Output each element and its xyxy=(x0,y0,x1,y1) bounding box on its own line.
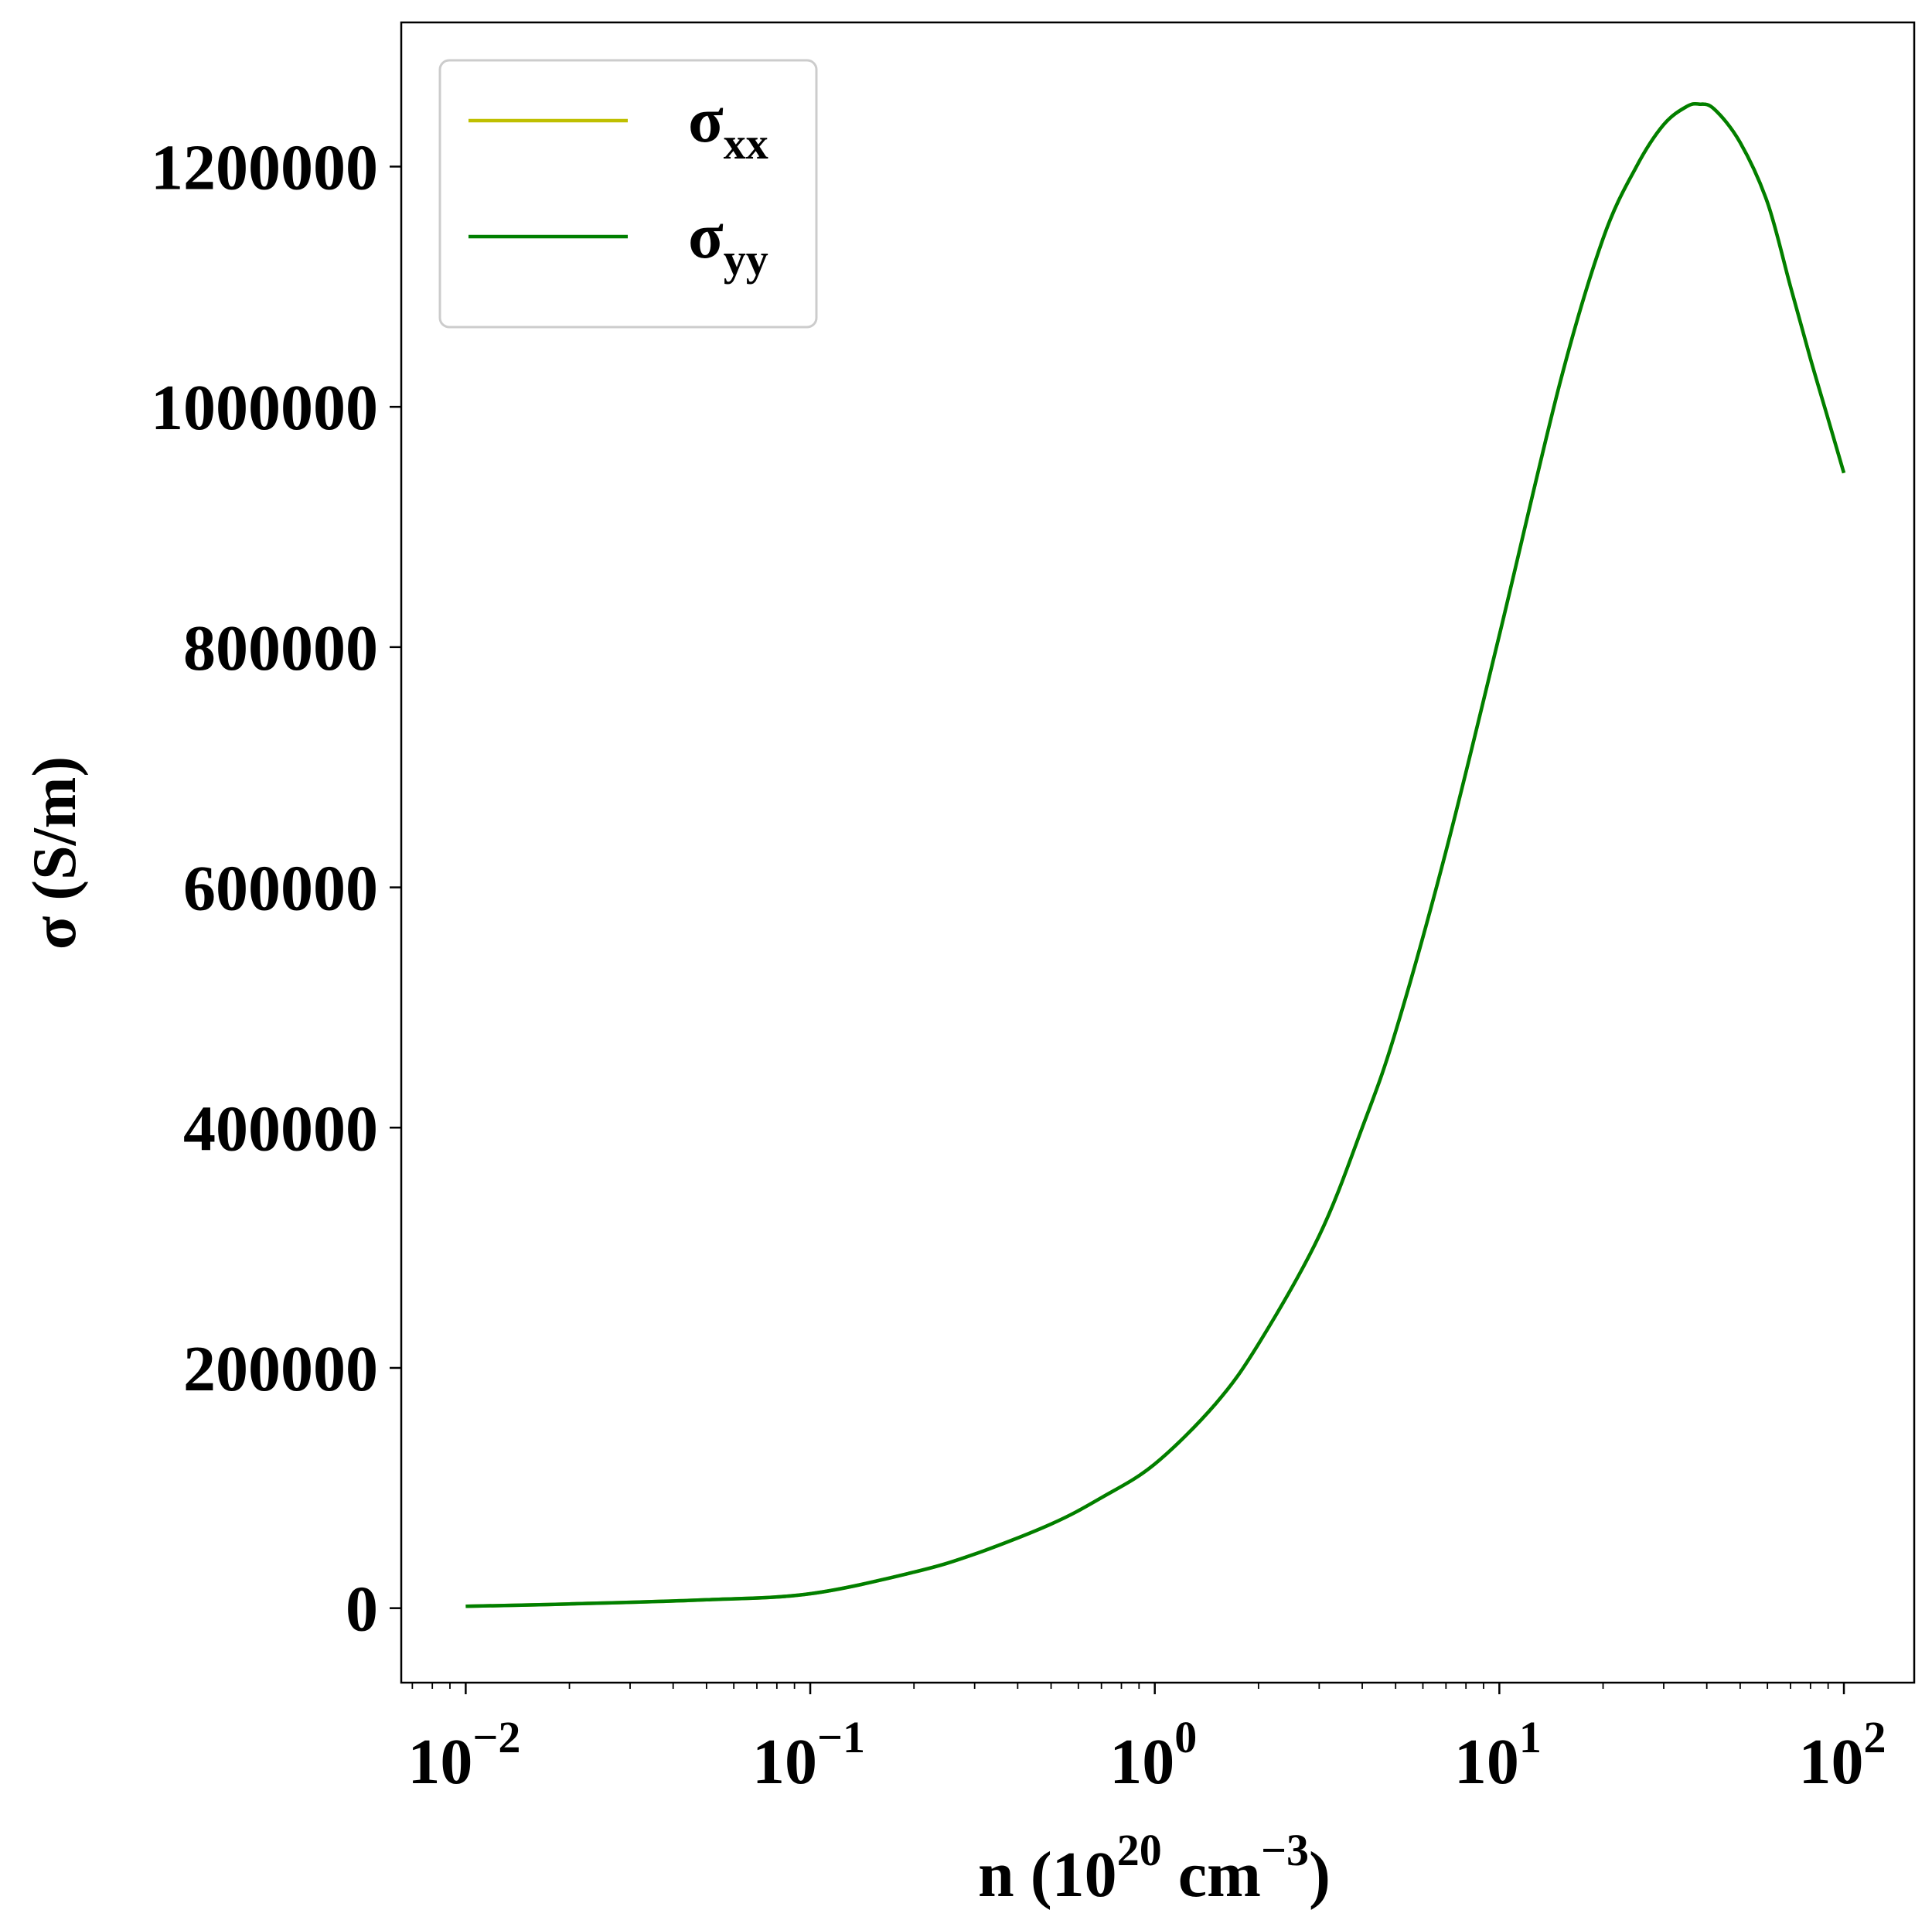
x-axis-title-exp2: −3 xyxy=(1261,1825,1309,1875)
x-tick-label: 102 xyxy=(1799,1712,1886,1798)
x-tick-label: 10−1 xyxy=(752,1712,865,1798)
x-tick-exp: 1 xyxy=(1519,1712,1542,1762)
y-tick-label: 400000 xyxy=(183,1093,378,1165)
y-tick-label: 800000 xyxy=(183,612,378,684)
legend-label-yy: σyy xyxy=(688,200,768,285)
x-tick-base: 10 xyxy=(407,1726,472,1798)
x-tick-exp: −2 xyxy=(472,1712,520,1762)
x-tick-label: 10−2 xyxy=(407,1712,520,1798)
legend-label-subscript: yy xyxy=(724,234,768,285)
series-line-yy xyxy=(465,101,1846,1608)
x-axis-title: n (1020 cm−3) xyxy=(978,1825,1331,1911)
legend-label-xx: σxx xyxy=(688,84,768,169)
legend-label-subscript: xx xyxy=(724,118,768,169)
axes: 0 200000 400000 600000 800000 1000000 1200000 1… xyxy=(151,131,1886,1798)
x-tick-label: 100 xyxy=(1109,1712,1197,1798)
series-layer xyxy=(465,101,1846,1608)
x-axis-title-exp: 20 xyxy=(1117,1825,1162,1875)
series-line-xx xyxy=(465,101,1846,1608)
y-tick-label: 200000 xyxy=(183,1333,378,1405)
y-axis-title: σ (S/m) xyxy=(21,756,89,950)
x-tick-label: 101 xyxy=(1454,1712,1542,1798)
legend-box xyxy=(438,59,818,329)
x-tick-exp: −1 xyxy=(817,1712,865,1762)
plot-frame xyxy=(400,21,1916,1684)
x-tick-base: 10 xyxy=(1799,1726,1864,1798)
y-tick-label: 1200000 xyxy=(151,131,378,203)
x-tick-base: 10 xyxy=(1454,1726,1519,1798)
x-axis-title-base: n (10 xyxy=(978,1839,1117,1911)
y-tick-label: 600000 xyxy=(183,853,378,925)
legend-label-symbol: σ xyxy=(688,200,724,272)
x-tick-base: 10 xyxy=(752,1726,817,1798)
x-tick-base: 10 xyxy=(1109,1726,1174,1798)
x-tick-exp: 2 xyxy=(1864,1712,1886,1762)
plot-area xyxy=(400,21,1916,1684)
x-axis-title-end: ) xyxy=(1309,1839,1331,1911)
y-tick-label: 0 xyxy=(346,1574,378,1646)
x-tick-exp: 0 xyxy=(1174,1712,1197,1762)
y-tick-label: 1000000 xyxy=(151,372,378,444)
x-axis-title-mid: cm xyxy=(1162,1839,1261,1911)
legend-label-symbol: σ xyxy=(688,84,724,156)
